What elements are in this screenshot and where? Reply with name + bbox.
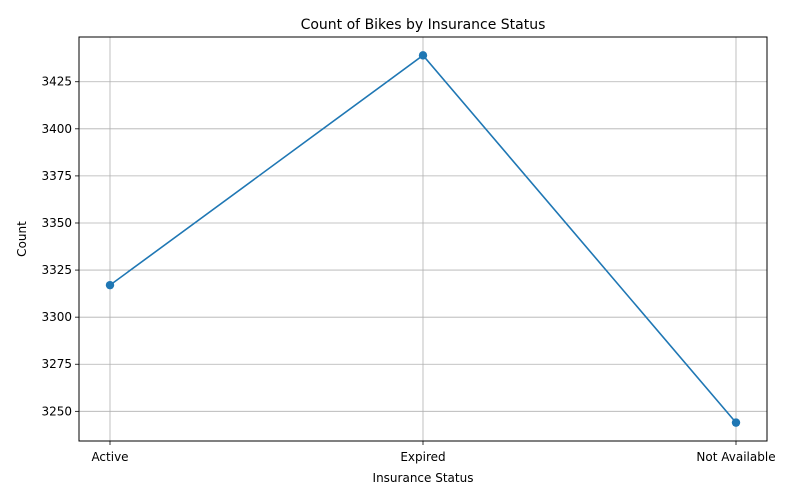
grid-lines <box>79 37 767 441</box>
y-axis-label: Count <box>15 221 29 257</box>
y-tick-label: 3275 <box>41 357 72 371</box>
x-tick-label: Active <box>91 450 128 464</box>
data-series <box>105 51 741 427</box>
y-tick-label: 3400 <box>41 122 72 136</box>
data-point <box>418 51 428 60</box>
data-point <box>731 418 741 427</box>
y-tick-label: 3425 <box>41 75 72 89</box>
y-tick-label: 3300 <box>41 310 72 324</box>
data-point <box>105 280 115 290</box>
y-tick-label: 3325 <box>41 263 72 277</box>
y-tick-label: 3350 <box>41 216 72 230</box>
y-tick-label: 3375 <box>41 169 72 183</box>
x-tick-label: Expired <box>400 450 445 464</box>
x-tick-label: Not Available <box>696 450 775 464</box>
axis-ticks: Active Expired Not Available 3250 3275 3300 33… <box>41 75 775 464</box>
plot-frame <box>78 36 768 442</box>
y-tick-label: 3250 <box>41 404 72 418</box>
x-axis-label: Insurance Status <box>373 471 474 485</box>
chart-title: Count of Bikes by Insurance Status <box>301 17 546 33</box>
